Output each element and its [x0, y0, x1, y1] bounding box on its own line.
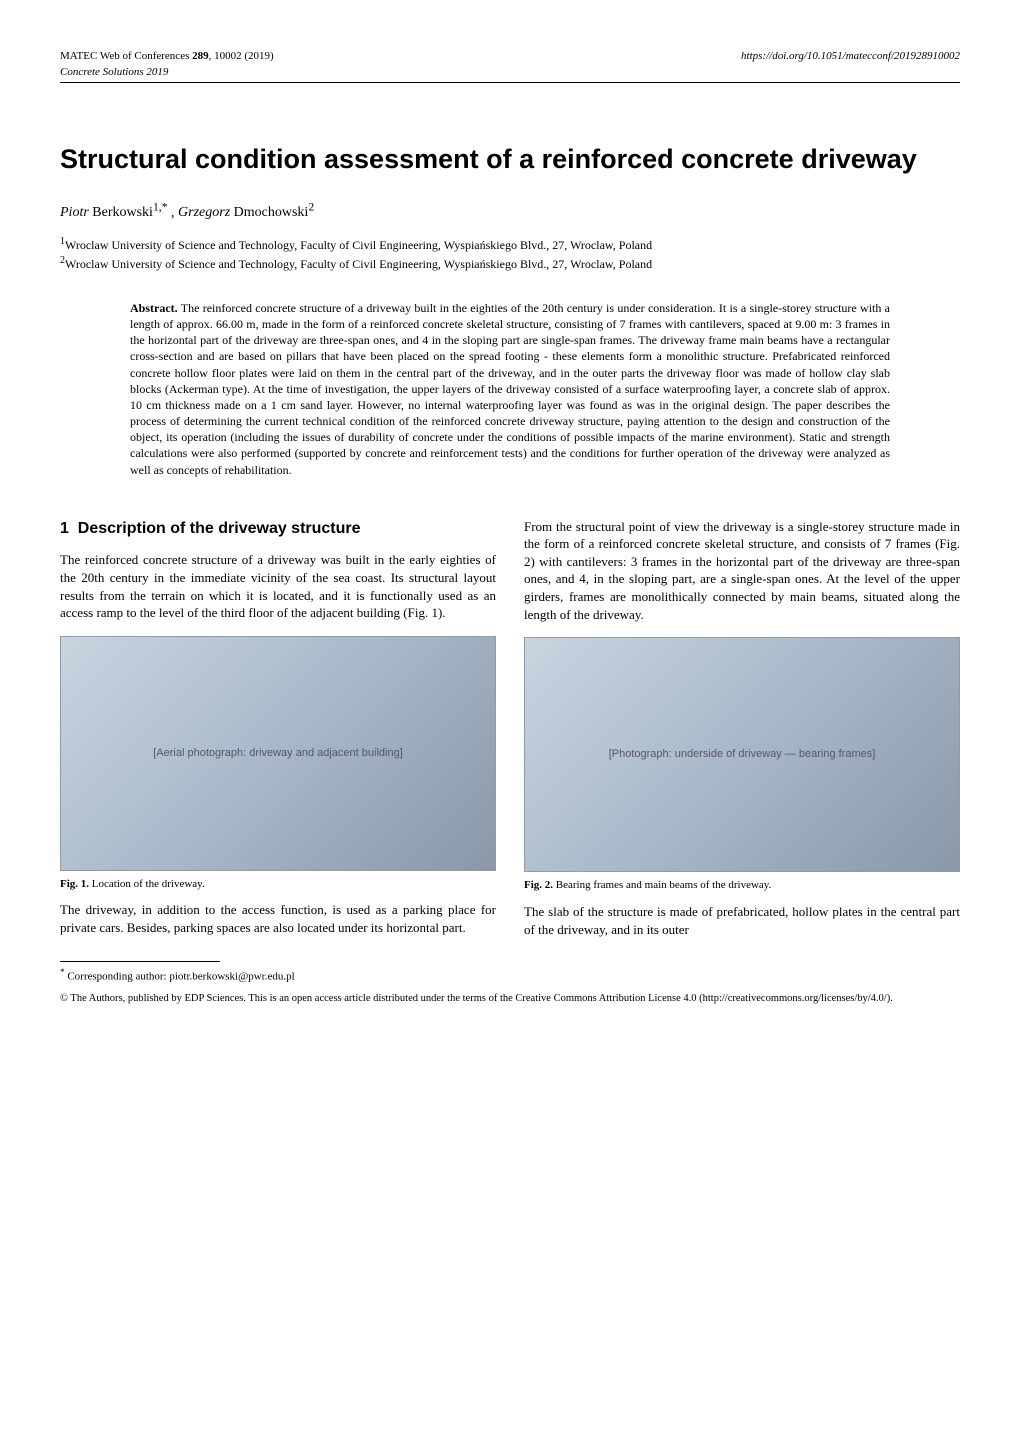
body-columns: 1 Description of the driveway structure …	[60, 518, 960, 984]
figure-1-image: [Aerial photograph: driveway and adjacen…	[60, 636, 496, 871]
header-left: MATEC Web of Conferences 289, 10002 (201…	[60, 50, 274, 62]
figure-2-image: [Photograph: underside of driveway — bea…	[524, 637, 960, 872]
journal-name: MATEC Web of Conferences	[60, 50, 189, 62]
column-right: From the structural point of view the dr…	[524, 518, 960, 984]
figure-2: [Photograph: underside of driveway — bea…	[524, 637, 960, 893]
author-1-last: Berkowski	[92, 205, 153, 220]
abstract-label: Abstract.	[130, 301, 178, 315]
affiliation-1: 1Wroclaw University of Science and Techn…	[60, 235, 960, 253]
author-2-sup: 2	[308, 201, 314, 214]
figure-1: [Aerial photograph: driveway and adjacen…	[60, 636, 496, 892]
author-1-sup: 1,*	[153, 201, 168, 214]
doi-link[interactable]: https://doi.org/10.1051/matecconf/201928…	[741, 50, 960, 62]
figure-2-caption-text: Bearing frames and main beams of the dri…	[556, 879, 772, 891]
conference-name: Concrete Solutions 2019	[60, 66, 168, 78]
corresponding-footnote: * Corresponding author: piotr.berkowski@…	[60, 966, 496, 985]
section-1-left-p2: The driveway, in addition to the access …	[60, 901, 496, 936]
author-list: Piotr Berkowski1,* , Grzegorz Dmochowski…	[60, 201, 960, 222]
section-1-left-p1: The reinforced concrete structure of a d…	[60, 551, 496, 621]
running-header-2: Concrete Solutions 2019	[60, 66, 960, 78]
abstract-text: The reinforced concrete structure of a d…	[130, 301, 890, 477]
author-1: Piotr Berkowski1,*	[60, 205, 171, 220]
affiliations: 1Wroclaw University of Science and Techn…	[60, 235, 960, 271]
abstract: Abstract. The reinforced concrete struct…	[130, 300, 890, 478]
footnote-text: Corresponding author: piotr.berkowski@pw…	[67, 970, 294, 982]
license-text: © The Authors, published by EDP Sciences…	[60, 992, 960, 1006]
author-1-first: Piotr	[60, 205, 89, 220]
footnote-marker: *	[60, 967, 65, 977]
author-2-last: Dmochowski	[234, 205, 309, 220]
section-1-heading: 1 Description of the driveway structure	[60, 518, 496, 540]
paper-title: Structural condition assessment of a rei…	[60, 143, 960, 177]
running-header: MATEC Web of Conferences 289, 10002 (201…	[60, 50, 960, 62]
figure-1-label: Fig. 1.	[60, 878, 89, 890]
year: (2019)	[244, 50, 273, 62]
figure-1-caption: Fig. 1. Location of the driveway.	[60, 877, 496, 892]
author-2: Grzegorz Dmochowski2	[178, 205, 314, 220]
author-2-first: Grzegorz	[178, 205, 230, 220]
figure-2-caption: Fig. 2. Bearing frames and main beams of…	[524, 878, 960, 893]
section-1-num: 1	[60, 520, 69, 537]
figure-1-caption-text: Location of the driveway.	[92, 878, 205, 890]
section-1-text: Description of the driveway structure	[78, 520, 361, 537]
section-1-right-p1: From the structural point of view the dr…	[524, 518, 960, 623]
volume: 289	[192, 50, 209, 62]
column-left: 1 Description of the driveway structure …	[60, 518, 496, 984]
figure-2-label: Fig. 2.	[524, 879, 553, 891]
header-divider	[60, 82, 960, 83]
section-1-right-p2: The slab of the structure is made of pre…	[524, 903, 960, 938]
article-id: , 10002	[209, 50, 242, 62]
affiliation-2: 2Wroclaw University of Science and Techn…	[60, 254, 960, 272]
footnote-divider	[60, 961, 220, 962]
